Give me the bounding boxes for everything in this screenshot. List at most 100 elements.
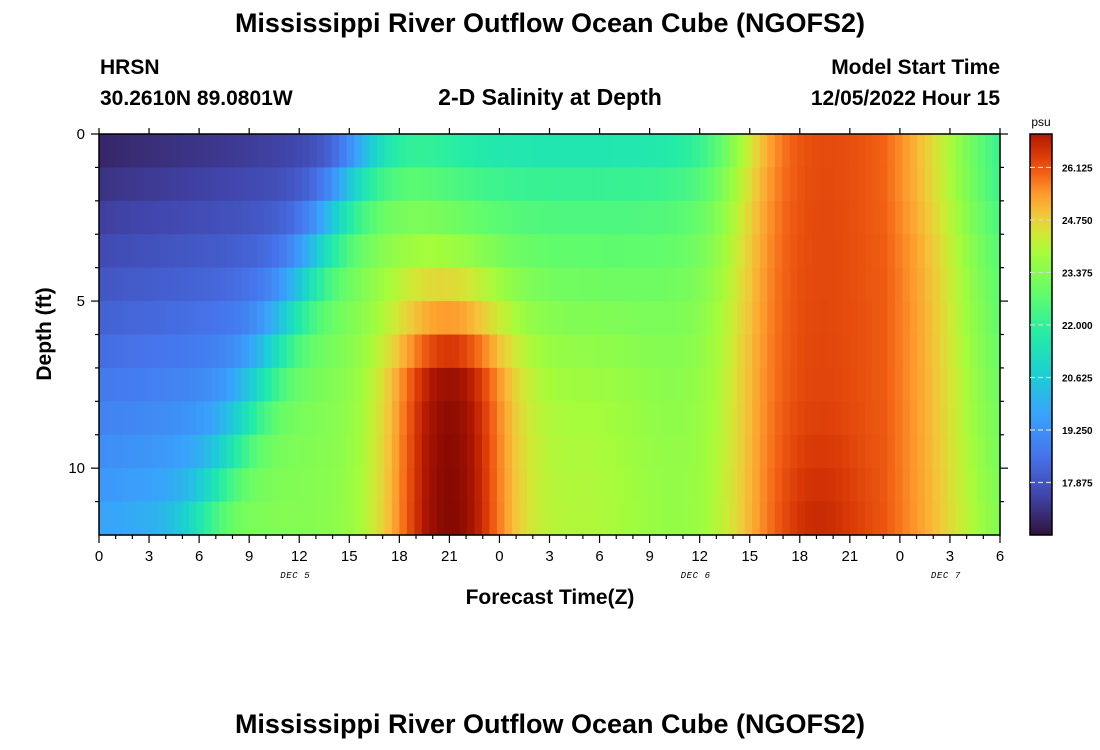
heatmap-cell <box>114 468 123 503</box>
heatmap-cell <box>369 134 378 169</box>
heatmap-cell <box>669 501 678 536</box>
heatmap-cell <box>752 434 761 469</box>
heatmap-cell <box>827 167 836 202</box>
heatmap-cell <box>114 167 123 202</box>
heatmap-cell <box>136 501 145 536</box>
heatmap-cell <box>406 334 415 369</box>
heatmap-cell <box>496 367 506 402</box>
heatmap-cell <box>827 301 836 336</box>
heatmap-cell <box>309 267 318 302</box>
heatmap-cell <box>159 367 168 402</box>
heatmap-cell <box>879 234 888 269</box>
heatmap-cell <box>774 134 783 169</box>
heatmap-cell <box>947 167 956 202</box>
heatmap-cell <box>496 267 506 302</box>
heatmap-cell <box>174 434 183 469</box>
heatmap-cell <box>421 267 430 302</box>
heatmap-cell <box>887 367 896 402</box>
heatmap-cell <box>489 367 498 402</box>
heatmap-cell <box>617 367 626 402</box>
heatmap-cell <box>647 234 656 269</box>
heatmap-cell <box>602 234 611 269</box>
heatmap-cell <box>572 501 581 536</box>
heatmap-cell <box>526 134 536 169</box>
heatmap-cell <box>714 134 723 169</box>
heatmap-cell <box>346 334 355 369</box>
heatmap-cell <box>804 301 813 336</box>
heatmap-cell <box>692 367 701 402</box>
heatmap-cell <box>669 267 678 302</box>
heatmap-cell <box>316 468 325 503</box>
heatmap-cell <box>144 267 153 302</box>
heatmap-cell <box>662 367 671 402</box>
heatmap-cell <box>834 367 843 402</box>
heatmap-cell <box>354 367 363 402</box>
heatmap-cell <box>264 367 273 402</box>
heatmap-cell <box>917 301 926 336</box>
heatmap-cell <box>594 167 603 202</box>
heatmap-cell <box>909 367 919 402</box>
heatmap-cell <box>444 134 453 169</box>
heatmap-cell <box>602 267 611 302</box>
heatmap-cell <box>759 501 768 536</box>
heatmap-cell <box>294 401 303 436</box>
heatmap-cell <box>707 301 716 336</box>
heatmap-cell <box>984 367 994 402</box>
heatmap-cell <box>496 167 506 202</box>
heatmap-cell <box>954 401 964 436</box>
heatmap-cell <box>549 167 558 202</box>
heatmap-cell <box>519 367 528 402</box>
heatmap-cell <box>654 134 663 169</box>
heatmap-cell <box>196 267 205 302</box>
heatmap-cell <box>857 167 866 202</box>
heatmap-cell <box>519 267 528 302</box>
heatmap-cell <box>541 234 551 269</box>
heatmap-cell <box>204 468 213 503</box>
heatmap-cell <box>909 434 919 469</box>
heatmap-cell <box>842 234 851 269</box>
heatmap-cell <box>234 301 243 336</box>
heatmap-cell <box>894 167 903 202</box>
heatmap-cell <box>654 367 663 402</box>
heatmap-cell <box>189 134 198 169</box>
heatmap-cell <box>609 468 618 503</box>
heatmap-cell <box>121 401 130 436</box>
heatmap-cell <box>722 468 731 503</box>
heatmap-cell <box>834 167 843 202</box>
heatmap-cell <box>451 334 460 369</box>
heatmap-cell <box>797 200 806 235</box>
heatmap-cell <box>324 434 333 469</box>
heatmap-cell <box>226 200 235 235</box>
heatmap-cell <box>294 334 303 369</box>
heatmap-cell <box>339 434 348 469</box>
heatmap-cell <box>511 301 521 336</box>
heatmap-cell <box>947 134 956 169</box>
heatmap-cell <box>609 334 618 369</box>
heatmap-cell <box>271 468 280 503</box>
heatmap-cell <box>767 167 776 202</box>
heatmap-cell <box>496 468 506 503</box>
heatmap-cell <box>759 234 768 269</box>
heatmap-cell <box>324 501 333 536</box>
heatmap-cell <box>872 367 881 402</box>
heatmap-cell <box>939 301 949 336</box>
heatmap-cell <box>624 367 633 402</box>
heatmap-cell <box>444 267 453 302</box>
heatmap-cell <box>466 200 476 235</box>
heatmap-cell <box>789 234 798 269</box>
heatmap-cell <box>429 234 438 269</box>
heatmap-cell <box>151 301 160 336</box>
heatmap-cell <box>767 401 776 436</box>
heatmap-cell <box>684 301 693 336</box>
heatmap-cell <box>864 301 873 336</box>
heatmap-cell <box>534 200 543 235</box>
heatmap-cell <box>669 134 678 169</box>
heatmap-cell <box>271 301 280 336</box>
x-tick-label: 3 <box>545 548 553 565</box>
heatmap-cell <box>166 401 175 436</box>
heatmap-cell <box>924 334 934 369</box>
heatmap-cell <box>406 167 415 202</box>
heatmap-cell <box>181 301 190 336</box>
heatmap-cell <box>541 167 551 202</box>
x-tick-label: 15 <box>741 548 758 565</box>
